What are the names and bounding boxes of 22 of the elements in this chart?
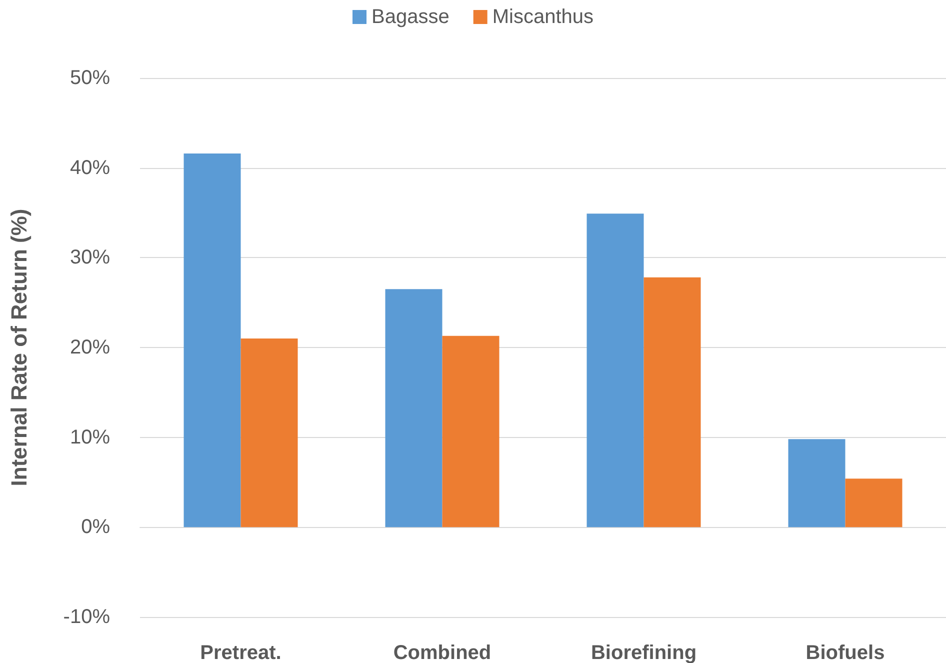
y-tick-label: 30% xyxy=(70,246,110,269)
bar xyxy=(184,153,241,528)
y-tick-label: -10% xyxy=(63,606,110,628)
x-tick-label: Combined xyxy=(393,642,492,663)
y-axis-title: Internal Rate of Return (%) xyxy=(6,208,32,486)
bar xyxy=(442,336,500,528)
y-tick-label: 50% xyxy=(70,67,110,89)
x-tick-label: Pretreat. xyxy=(200,642,282,663)
y-tick-label: 0% xyxy=(81,516,110,538)
bar xyxy=(644,277,701,528)
bar xyxy=(385,289,442,528)
y-tick-label: 20% xyxy=(70,336,110,358)
bar xyxy=(788,439,846,528)
legend-label: Miscanthus xyxy=(492,6,594,28)
bar xyxy=(586,214,644,528)
legend-label: Bagasse xyxy=(372,6,450,28)
y-tick-label: 10% xyxy=(70,426,110,448)
x-tick-label: Biorefining xyxy=(590,642,697,663)
x-tick-label: Biofuels xyxy=(806,642,885,663)
y-tick-label: 40% xyxy=(70,156,110,179)
bar xyxy=(240,338,298,528)
bar xyxy=(845,478,902,528)
